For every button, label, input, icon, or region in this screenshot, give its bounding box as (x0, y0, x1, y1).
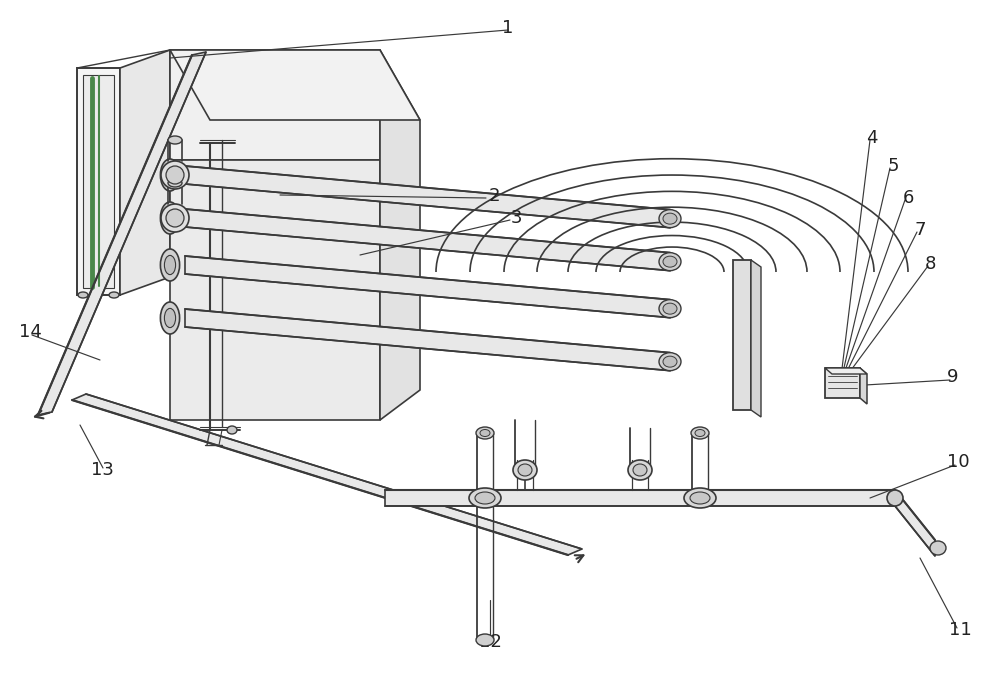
Polygon shape (860, 368, 867, 404)
Polygon shape (185, 309, 670, 371)
Text: 10: 10 (947, 453, 969, 471)
Ellipse shape (513, 460, 537, 480)
Ellipse shape (160, 202, 180, 234)
Polygon shape (185, 166, 670, 228)
Polygon shape (385, 490, 895, 506)
Ellipse shape (659, 300, 681, 317)
Ellipse shape (691, 427, 709, 439)
Text: 9: 9 (947, 368, 959, 386)
Ellipse shape (930, 541, 946, 555)
Text: 3: 3 (510, 209, 522, 227)
Polygon shape (751, 260, 761, 417)
Ellipse shape (663, 356, 677, 367)
Ellipse shape (518, 464, 532, 476)
Text: 12: 12 (479, 633, 501, 651)
Ellipse shape (160, 249, 180, 281)
Ellipse shape (164, 255, 176, 275)
Text: 5: 5 (887, 157, 899, 175)
Ellipse shape (78, 292, 88, 298)
Polygon shape (895, 490, 935, 556)
Ellipse shape (480, 429, 490, 436)
Text: 13: 13 (91, 461, 113, 479)
Ellipse shape (161, 204, 189, 232)
Ellipse shape (476, 634, 494, 646)
Ellipse shape (109, 292, 119, 298)
Ellipse shape (659, 209, 681, 228)
Ellipse shape (160, 159, 180, 191)
Polygon shape (120, 50, 170, 295)
Ellipse shape (160, 302, 180, 334)
Ellipse shape (690, 492, 710, 504)
Ellipse shape (633, 464, 647, 476)
Ellipse shape (663, 213, 677, 224)
Ellipse shape (168, 179, 182, 187)
Ellipse shape (628, 460, 652, 480)
Polygon shape (77, 50, 170, 68)
Polygon shape (733, 260, 751, 410)
Ellipse shape (161, 161, 189, 189)
Text: 7: 7 (914, 221, 926, 239)
Ellipse shape (166, 209, 184, 227)
Ellipse shape (476, 427, 494, 439)
Polygon shape (825, 368, 860, 398)
Ellipse shape (164, 308, 176, 328)
Polygon shape (77, 68, 120, 295)
Ellipse shape (659, 353, 681, 371)
Text: 11: 11 (949, 621, 971, 639)
Ellipse shape (227, 426, 237, 434)
Polygon shape (38, 52, 206, 415)
Polygon shape (380, 50, 420, 420)
Polygon shape (185, 256, 670, 317)
Polygon shape (170, 50, 380, 160)
Ellipse shape (695, 429, 705, 436)
Ellipse shape (663, 303, 677, 314)
Ellipse shape (659, 253, 681, 271)
Ellipse shape (168, 136, 182, 144)
Polygon shape (170, 50, 420, 120)
Text: 1: 1 (502, 19, 514, 37)
Polygon shape (72, 394, 582, 555)
Polygon shape (170, 160, 380, 420)
Text: 14: 14 (19, 323, 41, 341)
Ellipse shape (475, 492, 495, 504)
Ellipse shape (166, 166, 184, 184)
Text: 2: 2 (488, 187, 500, 205)
Ellipse shape (164, 166, 176, 184)
Polygon shape (825, 368, 867, 374)
Text: 8: 8 (924, 255, 936, 273)
Ellipse shape (887, 490, 903, 506)
Text: 6: 6 (902, 189, 914, 207)
Text: 4: 4 (866, 129, 878, 147)
Polygon shape (83, 75, 114, 288)
Ellipse shape (684, 488, 716, 508)
Polygon shape (185, 209, 670, 271)
Ellipse shape (663, 256, 677, 267)
Ellipse shape (164, 208, 176, 228)
Ellipse shape (469, 488, 501, 508)
